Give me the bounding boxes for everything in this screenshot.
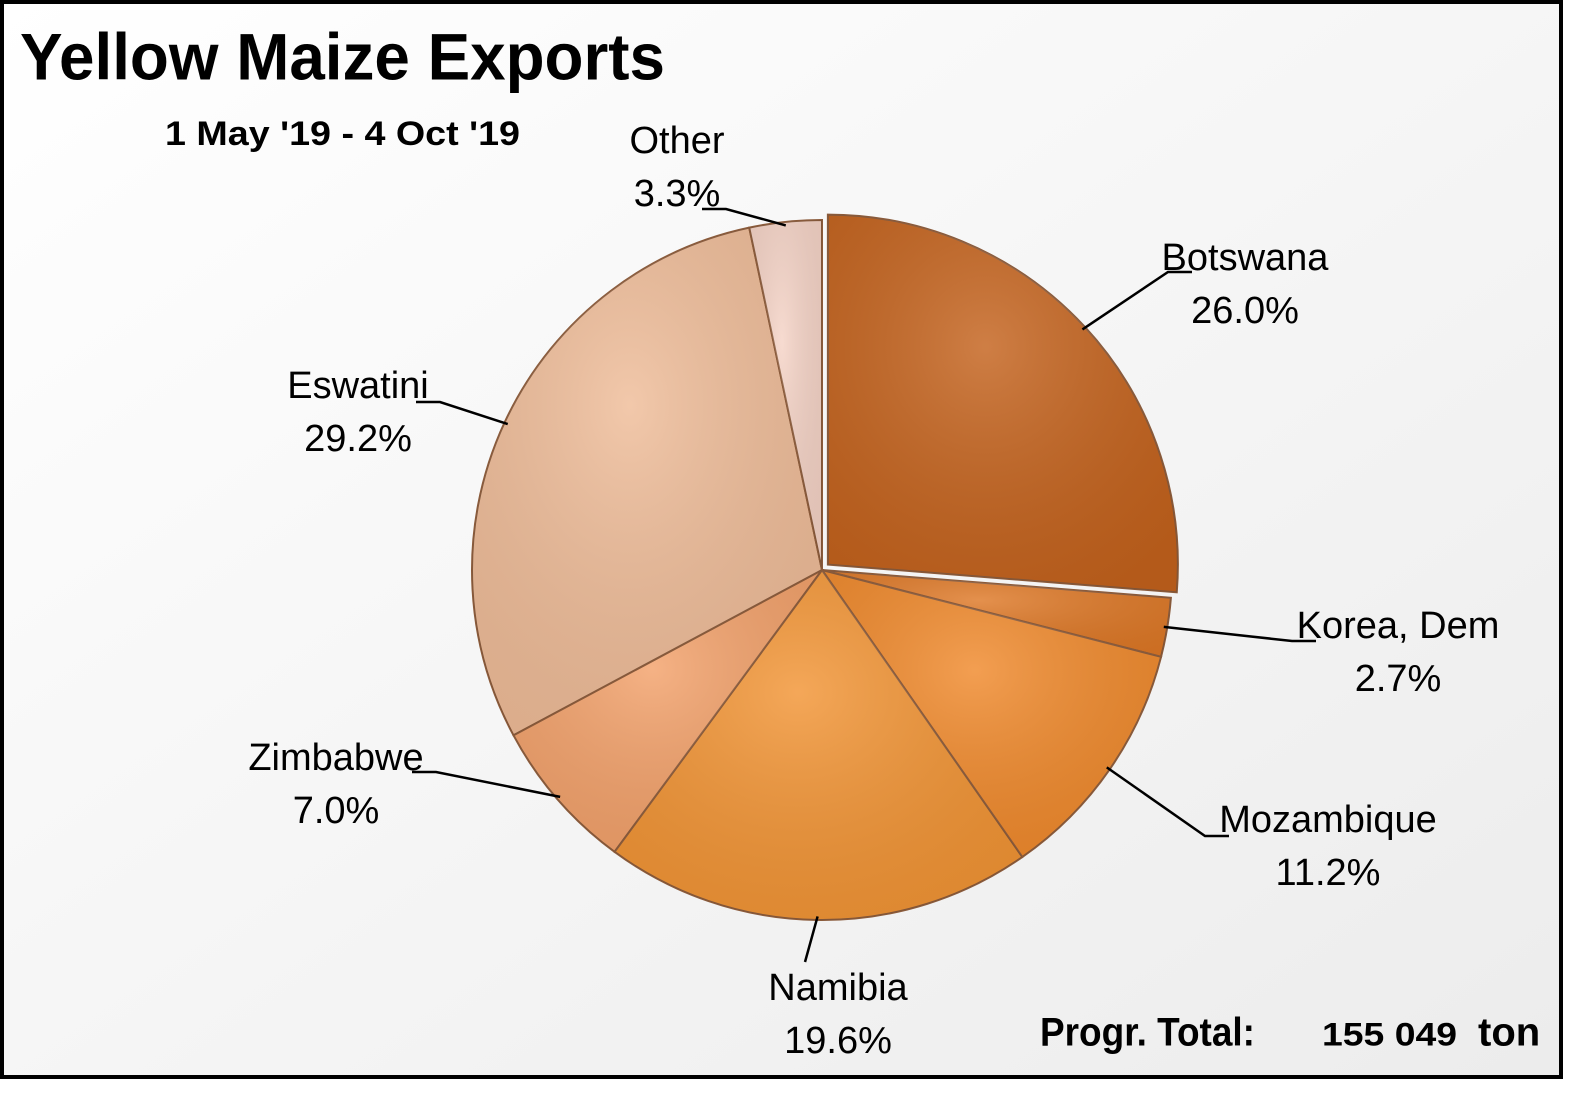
value-label: 11.2%: [1276, 852, 1381, 894]
leader-line: [803, 916, 819, 963]
slice-shine: [614, 570, 1023, 920]
category-label: Eswatini: [287, 365, 429, 407]
slice-shine: [827, 214, 1178, 593]
leader-line: [412, 770, 561, 799]
value-label: 3.3%: [634, 173, 721, 215]
value-label: 2.7%: [1355, 658, 1442, 700]
value-label: 29.2%: [304, 418, 412, 460]
slice-shine: [513, 570, 822, 852]
category-label: Zimbabwe: [248, 737, 423, 779]
category-label: Korea, Dem: [1297, 605, 1500, 647]
slice-shine: [749, 220, 822, 570]
chart-subtitle: 1 May '19 - 4 Oct '19: [165, 115, 520, 153]
leader-line: [702, 207, 787, 227]
total-label: Progr. Total:: [1040, 1011, 1255, 1055]
chart-title: Yellow Maize Exports: [20, 19, 665, 93]
value-label: 7.0%: [293, 790, 380, 832]
slice-shine: [472, 227, 822, 736]
leader-line: [1106, 766, 1229, 838]
category-label: Other: [629, 120, 724, 162]
category-label: Namibia: [768, 967, 908, 1009]
value-label: 19.6%: [784, 1020, 892, 1062]
value-label: 26.0%: [1191, 290, 1299, 332]
leader-line: [416, 400, 509, 426]
leader-line: [1163, 625, 1316, 643]
category-label: Mozambique: [1219, 799, 1437, 841]
leader-line: [1081, 270, 1192, 331]
category-label: Botswana: [1162, 237, 1330, 279]
slice-shine: [822, 570, 1162, 858]
total-value: 155 049: [1322, 1016, 1457, 1052]
total-unit: ton: [1478, 1011, 1540, 1055]
